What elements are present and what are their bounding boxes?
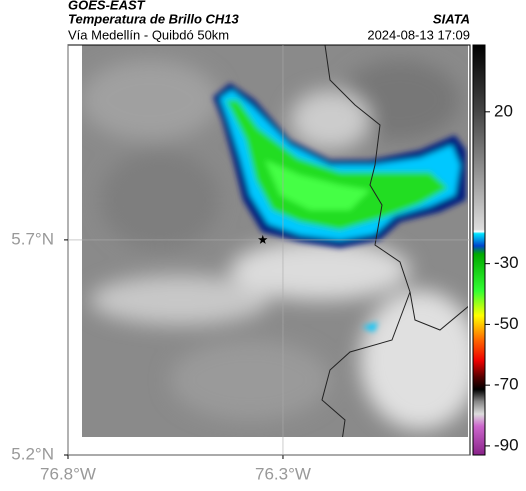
colorbar-tick-label: 20 <box>494 101 513 120</box>
border <box>324 45 468 331</box>
colorbar-tick-label: -30 <box>494 253 519 272</box>
source: SIATA <box>433 11 470 26</box>
colorbar-tick-label: -90 <box>494 435 519 454</box>
border <box>321 291 411 437</box>
colorbar-tick-label: -50 <box>494 314 519 333</box>
satellite-image <box>82 45 468 437</box>
route: Vía Medellín - Quibdó 50km <box>68 27 229 42</box>
y-tick-label: 5.2°N <box>11 444 54 463</box>
y-tick-label: 5.7°N <box>11 229 54 248</box>
colorbar-tick-label: -70 <box>494 375 519 394</box>
product: Temperatura de Brillo CH13 <box>68 11 240 26</box>
timestamp: 2024-08-13 17:09 <box>367 27 470 42</box>
x-tick-label: 76.3°W <box>255 464 311 483</box>
location-marker <box>258 234 268 244</box>
colorbar <box>472 44 486 456</box>
x-tick-label: 76.8°W <box>40 464 96 483</box>
satellite: GOES-EAST <box>68 0 146 12</box>
